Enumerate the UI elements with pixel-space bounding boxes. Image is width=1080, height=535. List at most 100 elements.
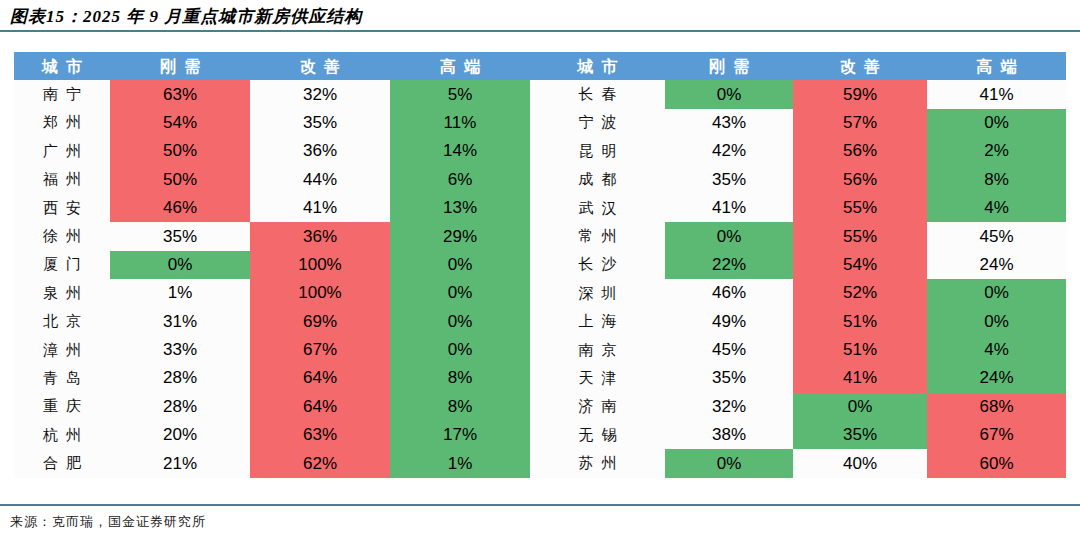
value-cell: 69% — [250, 308, 390, 336]
figure-title: 图表15：2025 年 9 月重点城市新房供应结构 — [10, 5, 362, 28]
value-cell: 5% — [390, 80, 530, 108]
value-cell: 50% — [110, 166, 250, 194]
value-cell: 35% — [665, 364, 793, 392]
city-cell: 厦门 — [14, 251, 110, 279]
city-cell: 南宁 — [14, 80, 110, 108]
value-cell: 41% — [927, 80, 1066, 108]
city-cell: 徐州 — [14, 222, 110, 250]
value-cell: 4% — [927, 194, 1066, 222]
value-cell: 67% — [927, 421, 1066, 449]
header-cell: 城市 — [14, 52, 110, 82]
value-cell: 100% — [250, 279, 390, 307]
city-cell: 南京 — [530, 336, 665, 364]
supply-structure-tables: 城市刚需改善高端南宁63%32%5%郑州54%35%11%广州50%36%14%… — [14, 52, 1066, 478]
value-cell: 67% — [250, 336, 390, 364]
header-cell: 改善 — [793, 52, 927, 82]
value-cell: 20% — [110, 421, 250, 449]
value-cell: 36% — [250, 137, 390, 165]
value-cell: 50% — [110, 137, 250, 165]
city-cell: 重庆 — [14, 393, 110, 421]
value-cell: 29% — [390, 222, 530, 250]
header-cell: 高端 — [390, 52, 530, 82]
value-cell: 28% — [110, 364, 250, 392]
left-table: 城市刚需改善高端南宁63%32%5%郑州54%35%11%广州50%36%14%… — [14, 52, 530, 478]
value-cell: 0% — [110, 251, 250, 279]
value-cell: 11% — [390, 109, 530, 137]
value-cell: 59% — [793, 80, 927, 108]
city-cell: 昆明 — [530, 137, 665, 165]
value-cell: 62% — [250, 449, 390, 477]
city-cell: 长沙 — [530, 251, 665, 279]
value-cell: 45% — [927, 222, 1066, 250]
value-cell: 1% — [110, 279, 250, 307]
value-cell: 0% — [665, 80, 793, 108]
value-cell: 54% — [110, 109, 250, 137]
value-cell: 31% — [110, 308, 250, 336]
value-cell: 32% — [665, 393, 793, 421]
value-cell: 14% — [390, 137, 530, 165]
value-cell: 54% — [793, 251, 927, 279]
city-cell: 苏州 — [530, 449, 665, 477]
value-cell: 4% — [927, 336, 1066, 364]
city-cell: 合肥 — [14, 449, 110, 477]
value-cell: 46% — [110, 194, 250, 222]
city-cell: 济南 — [530, 393, 665, 421]
value-cell: 1% — [390, 449, 530, 477]
city-cell: 长春 — [530, 80, 665, 108]
value-cell: 42% — [665, 137, 793, 165]
value-cell: 100% — [250, 251, 390, 279]
value-cell: 35% — [665, 166, 793, 194]
value-cell: 45% — [665, 336, 793, 364]
value-cell: 41% — [793, 364, 927, 392]
city-cell: 福州 — [14, 166, 110, 194]
value-cell: 33% — [110, 336, 250, 364]
value-cell: 63% — [250, 421, 390, 449]
value-cell: 28% — [110, 393, 250, 421]
header-cell: 改善 — [250, 52, 390, 82]
value-cell: 0% — [927, 279, 1066, 307]
value-cell: 8% — [390, 364, 530, 392]
city-cell: 泉州 — [14, 279, 110, 307]
value-cell: 38% — [665, 421, 793, 449]
city-cell: 天津 — [530, 364, 665, 392]
value-cell: 8% — [927, 166, 1066, 194]
value-cell: 46% — [665, 279, 793, 307]
city-cell: 青岛 — [14, 364, 110, 392]
value-cell: 0% — [390, 279, 530, 307]
city-cell: 武汉 — [530, 194, 665, 222]
value-cell: 0% — [927, 308, 1066, 336]
city-cell: 宁波 — [530, 109, 665, 137]
value-cell: 35% — [250, 109, 390, 137]
value-cell: 22% — [665, 251, 793, 279]
value-cell: 6% — [390, 166, 530, 194]
city-cell: 深圳 — [530, 279, 665, 307]
value-cell: 56% — [793, 137, 927, 165]
source-note: 来源：克而瑞，国金证券研究所 — [10, 513, 206, 531]
city-cell: 北京 — [14, 308, 110, 336]
header-cell: 刚需 — [110, 52, 250, 82]
footer-divider — [0, 504, 1080, 506]
city-cell: 杭州 — [14, 421, 110, 449]
value-cell: 0% — [665, 449, 793, 477]
city-cell: 西安 — [14, 194, 110, 222]
city-cell: 广州 — [14, 137, 110, 165]
value-cell: 36% — [250, 222, 390, 250]
value-cell: 64% — [250, 393, 390, 421]
value-cell: 43% — [665, 109, 793, 137]
value-cell: 35% — [110, 222, 250, 250]
city-cell: 上海 — [530, 308, 665, 336]
value-cell: 0% — [390, 308, 530, 336]
value-cell: 32% — [250, 80, 390, 108]
value-cell: 0% — [665, 222, 793, 250]
city-cell: 郑州 — [14, 109, 110, 137]
value-cell: 68% — [927, 393, 1066, 421]
value-cell: 55% — [793, 194, 927, 222]
value-cell: 55% — [793, 222, 927, 250]
value-cell: 63% — [110, 80, 250, 108]
value-cell: 8% — [390, 393, 530, 421]
value-cell: 0% — [793, 393, 927, 421]
value-cell: 21% — [110, 449, 250, 477]
report-figure: 图表15：2025 年 9 月重点城市新房供应结构 城市刚需改善高端南宁63%3… — [0, 0, 1080, 535]
value-cell: 56% — [793, 166, 927, 194]
value-cell: 60% — [927, 449, 1066, 477]
